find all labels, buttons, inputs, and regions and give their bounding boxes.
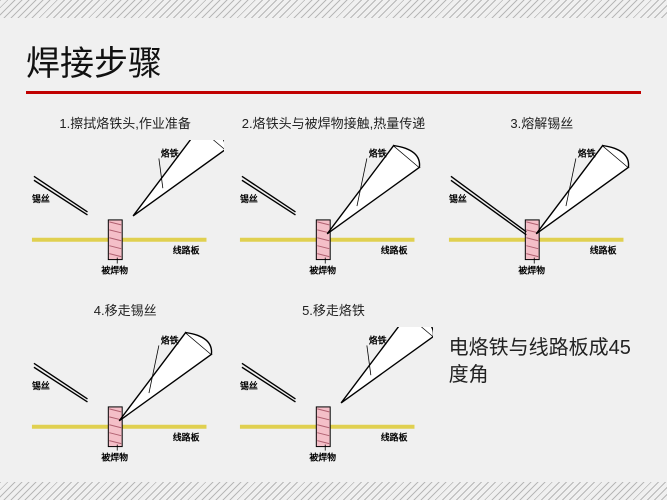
iron-label: 烙铁	[369, 334, 387, 345]
note-cell: 电烙铁与线路板成45度角	[443, 295, 641, 478]
step-caption: 5.移走烙铁	[234, 295, 432, 327]
title-rule	[26, 91, 641, 94]
step-cell-2: 2.烙铁头与被焊物接触,热量传递 烙铁 锡丝 线路板 被焊物	[234, 108, 432, 291]
wire-label: 锡丝	[240, 193, 258, 204]
board-label: 线路板	[381, 245, 408, 256]
wire-label: 锡丝	[240, 380, 258, 391]
work-label: 被焊物	[101, 264, 128, 275]
step-caption: 2.烙铁头与被焊物接触,热量传递	[234, 108, 432, 140]
board-label: 线路板	[173, 432, 200, 443]
angle-note: 电烙铁与线路板成45度角	[443, 295, 641, 389]
step-diagram: 烙铁 锡丝 线路板 被焊物	[26, 140, 224, 280]
board-label: 线路板	[589, 245, 616, 256]
step-caption: 4.移走锡丝	[26, 295, 224, 327]
top-hatch	[0, 0, 667, 18]
step-cell-1: 1.擦拭烙铁头,作业准备 烙铁 锡丝 线路板 被焊物	[26, 108, 224, 291]
step-diagram: 烙铁 锡丝 线路板 被焊物	[443, 140, 641, 280]
wire-label: 锡丝	[32, 380, 50, 391]
wire-label: 锡丝	[449, 193, 467, 204]
step-diagram: 烙铁 锡丝 线路板 被焊物	[234, 327, 432, 467]
step-diagram: 烙铁 锡丝 线路板 被焊物	[234, 140, 432, 280]
step-cell-4: 4.移走锡丝 烙铁 锡丝 线路板 被焊物	[26, 295, 224, 478]
step-caption: 1.擦拭烙铁头,作业准备	[26, 108, 224, 140]
work-label: 被焊物	[310, 451, 337, 462]
bottom-hatch	[0, 482, 667, 500]
steps-grid: 1.擦拭烙铁头,作业准备 烙铁 锡丝 线路板 被焊物 2.烙铁头与被焊物接触,热…	[26, 108, 641, 478]
work-label: 被焊物	[310, 264, 337, 275]
slide-title: 焊接步骤	[26, 36, 641, 85]
work-label: 被焊物	[101, 451, 128, 462]
iron-label: 烙铁	[161, 147, 179, 158]
step-cell-3: 3.熔解锡丝 烙铁 锡丝 线路板 被焊物	[443, 108, 641, 291]
slide-content: 焊接步骤 1.擦拭烙铁头,作业准备 烙铁 锡丝 线路板 被焊物 2.烙铁头与被焊…	[0, 18, 667, 482]
board-label: 线路板	[381, 432, 408, 443]
board-label: 线路板	[173, 245, 200, 256]
iron-label: 烙铁	[578, 147, 596, 158]
iron-label: 烙铁	[369, 147, 387, 158]
step-diagram: 烙铁 锡丝 线路板 被焊物	[26, 327, 224, 467]
step-cell-5: 5.移走烙铁 烙铁 锡丝 线路板 被焊物	[234, 295, 432, 478]
work-label: 被焊物	[518, 264, 545, 275]
iron-label: 烙铁	[161, 334, 179, 345]
step-caption: 3.熔解锡丝	[443, 108, 641, 140]
wire-label: 锡丝	[32, 193, 50, 204]
